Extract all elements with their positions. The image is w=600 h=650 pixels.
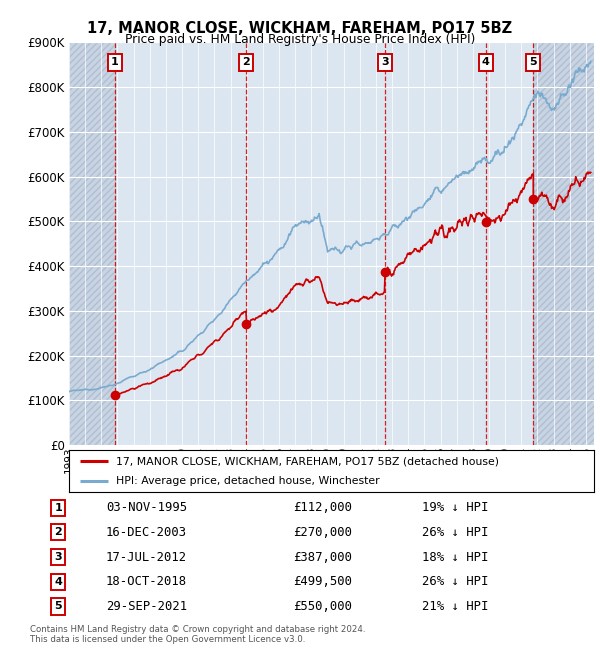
Bar xyxy=(533,42,594,445)
Text: Contains HM Land Registry data © Crown copyright and database right 2024.: Contains HM Land Registry data © Crown c… xyxy=(30,625,365,634)
Text: HPI: Average price, detached house, Winchester: HPI: Average price, detached house, Winc… xyxy=(116,476,380,486)
Bar xyxy=(69,42,115,445)
Text: 3: 3 xyxy=(54,552,62,562)
Text: 26% ↓ HPI: 26% ↓ HPI xyxy=(422,526,489,539)
Text: 29-SEP-2021: 29-SEP-2021 xyxy=(106,600,187,613)
Text: 17, MANOR CLOSE, WICKHAM, FAREHAM, PO17 5BZ (detached house): 17, MANOR CLOSE, WICKHAM, FAREHAM, PO17 … xyxy=(116,456,499,466)
Text: 17, MANOR CLOSE, WICKHAM, FAREHAM, PO17 5BZ: 17, MANOR CLOSE, WICKHAM, FAREHAM, PO17 … xyxy=(88,21,512,36)
Text: 4: 4 xyxy=(482,57,490,68)
Text: £112,000: £112,000 xyxy=(293,501,353,514)
Text: 16-DEC-2003: 16-DEC-2003 xyxy=(106,526,187,539)
Text: £387,000: £387,000 xyxy=(293,551,353,564)
Text: 26% ↓ HPI: 26% ↓ HPI xyxy=(422,575,489,588)
Text: 2: 2 xyxy=(54,527,62,538)
Text: 1: 1 xyxy=(54,502,62,513)
Text: 18-OCT-2018: 18-OCT-2018 xyxy=(106,575,187,588)
Text: 18% ↓ HPI: 18% ↓ HPI xyxy=(422,551,489,564)
Text: 03-NOV-1995: 03-NOV-1995 xyxy=(106,501,187,514)
Text: Price paid vs. HM Land Registry's House Price Index (HPI): Price paid vs. HM Land Registry's House … xyxy=(125,32,475,46)
Text: 19% ↓ HPI: 19% ↓ HPI xyxy=(422,501,489,514)
Text: 2: 2 xyxy=(242,57,250,68)
Text: 3: 3 xyxy=(381,57,388,68)
Text: £270,000: £270,000 xyxy=(293,526,353,539)
Text: £499,500: £499,500 xyxy=(293,575,353,588)
Text: 21% ↓ HPI: 21% ↓ HPI xyxy=(422,600,489,613)
Text: £550,000: £550,000 xyxy=(293,600,353,613)
Text: 17-JUL-2012: 17-JUL-2012 xyxy=(106,551,187,564)
Text: 5: 5 xyxy=(54,601,62,612)
Text: 1: 1 xyxy=(111,57,119,68)
Text: This data is licensed under the Open Government Licence v3.0.: This data is licensed under the Open Gov… xyxy=(30,634,305,644)
Text: 4: 4 xyxy=(54,577,62,587)
Text: 5: 5 xyxy=(529,57,537,68)
